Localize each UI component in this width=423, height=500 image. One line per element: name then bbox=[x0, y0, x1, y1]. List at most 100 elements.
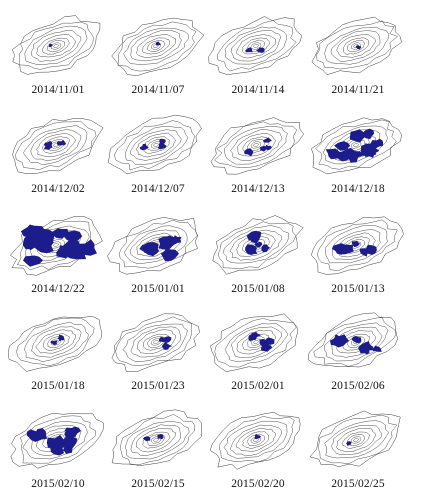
map-panel: 2014/11/14 bbox=[208, 4, 308, 104]
date-label: 2014/12/07 bbox=[131, 183, 185, 195]
contour-line bbox=[136, 34, 177, 58]
contour-map bbox=[210, 313, 298, 372]
cover-patch bbox=[263, 137, 272, 143]
cover-patch bbox=[160, 248, 179, 262]
contour-line bbox=[219, 416, 295, 463]
contour-line bbox=[311, 216, 404, 275]
contour-line bbox=[311, 16, 402, 75]
contour-line bbox=[253, 340, 259, 344]
contour-line bbox=[22, 421, 88, 460]
contour-line bbox=[12, 118, 104, 175]
contour-line bbox=[135, 132, 176, 158]
contour-line bbox=[336, 34, 376, 58]
contour-line bbox=[311, 117, 402, 175]
contour-line bbox=[351, 436, 362, 444]
contour-line bbox=[315, 119, 397, 170]
cover-patch bbox=[334, 141, 351, 151]
contour-map bbox=[111, 409, 203, 466]
cover-patch bbox=[171, 235, 182, 243]
date-label: 2015/01/13 bbox=[331, 283, 385, 295]
contour-line bbox=[336, 428, 376, 452]
date-label: 2014/12/02 bbox=[31, 183, 85, 195]
cover-patch bbox=[26, 429, 40, 443]
cover-patch bbox=[63, 435, 78, 450]
contour-line bbox=[350, 141, 362, 149]
cover-patch bbox=[332, 334, 350, 348]
cover-patch bbox=[261, 343, 273, 352]
cover-patch bbox=[142, 436, 151, 442]
cover-patch bbox=[349, 129, 368, 143]
map-panel: 2015/02/25 bbox=[308, 398, 408, 498]
cover-patch bbox=[360, 143, 377, 157]
date-label: 2014/12/13 bbox=[231, 183, 285, 195]
contour-line bbox=[210, 313, 298, 372]
contour-line bbox=[18, 21, 94, 70]
contour-line bbox=[42, 37, 70, 55]
contour-line bbox=[316, 20, 398, 70]
contour-line bbox=[118, 219, 198, 269]
cover-patch bbox=[49, 228, 69, 239]
contour-map bbox=[209, 412, 301, 470]
contour-line bbox=[331, 425, 383, 455]
contour-map bbox=[111, 313, 200, 373]
contour-map bbox=[311, 117, 402, 175]
cover-patch bbox=[49, 441, 64, 456]
cover-patch bbox=[50, 340, 58, 345]
cover-patch bbox=[256, 47, 265, 53]
contour-line bbox=[50, 241, 62, 249]
cover-patch bbox=[355, 45, 362, 50]
contour-line bbox=[130, 30, 182, 62]
contour-line bbox=[15, 120, 97, 170]
contour-line bbox=[42, 333, 70, 351]
cover-patch bbox=[157, 434, 164, 440]
contour-line bbox=[242, 431, 270, 449]
map-panel: 2014/12/07 bbox=[107, 103, 208, 203]
contour-line bbox=[146, 40, 165, 52]
cover-patch bbox=[351, 335, 362, 344]
contour-line bbox=[317, 219, 398, 271]
contour-line bbox=[16, 317, 95, 367]
contour-line bbox=[223, 420, 288, 459]
contour-line bbox=[253, 44, 259, 48]
contour-line bbox=[230, 129, 283, 161]
map-panel: 2014/11/07 bbox=[108, 4, 208, 104]
contour-map bbox=[311, 216, 404, 275]
contour-line bbox=[125, 126, 189, 165]
contour-line bbox=[41, 136, 71, 154]
contour-line bbox=[224, 26, 288, 65]
contour-line bbox=[20, 415, 96, 464]
contour-line bbox=[130, 129, 182, 161]
contour-line bbox=[343, 37, 369, 55]
contour-line bbox=[147, 336, 165, 349]
contour-line bbox=[130, 424, 181, 456]
contour-line bbox=[50, 338, 62, 346]
cover-patch bbox=[248, 334, 257, 342]
contour-map bbox=[107, 114, 202, 175]
contour-line bbox=[250, 42, 262, 50]
contour-line bbox=[253, 143, 259, 147]
contour-line bbox=[324, 420, 390, 459]
contour-line bbox=[208, 16, 303, 75]
contour-line bbox=[250, 338, 262, 346]
contour-line bbox=[50, 42, 62, 50]
contour-map bbox=[11, 15, 101, 75]
contour-map bbox=[210, 117, 305, 175]
contour-line bbox=[136, 428, 176, 453]
contour-line bbox=[212, 215, 304, 275]
contour-line bbox=[324, 225, 388, 264]
cover-patch bbox=[162, 342, 172, 350]
cover-patch bbox=[139, 242, 159, 257]
contour-line bbox=[222, 225, 290, 264]
contour-line bbox=[11, 15, 101, 75]
contour-line bbox=[35, 133, 76, 157]
cover-patch bbox=[370, 138, 384, 149]
cover-patch bbox=[244, 148, 254, 157]
contour-line bbox=[111, 409, 203, 466]
cover-patch bbox=[263, 144, 272, 151]
contour-line bbox=[23, 321, 89, 362]
contour-line bbox=[224, 125, 288, 165]
contour-map bbox=[10, 216, 103, 276]
cover-patch bbox=[43, 143, 53, 150]
date-label: 2014/11/07 bbox=[131, 84, 185, 96]
